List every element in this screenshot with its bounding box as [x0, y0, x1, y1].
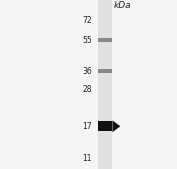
Bar [98, 38, 112, 42]
Bar [98, 121, 112, 131]
Text: 55: 55 [82, 36, 92, 45]
Text: 11: 11 [82, 154, 92, 163]
Text: kDa: kDa [113, 1, 131, 10]
Text: 72: 72 [82, 16, 92, 25]
Text: 17: 17 [82, 122, 92, 131]
Text: 36: 36 [82, 67, 92, 76]
Bar [98, 69, 112, 73]
Bar [98, 0, 112, 169]
Text: 28: 28 [82, 85, 92, 94]
Polygon shape [112, 120, 120, 132]
